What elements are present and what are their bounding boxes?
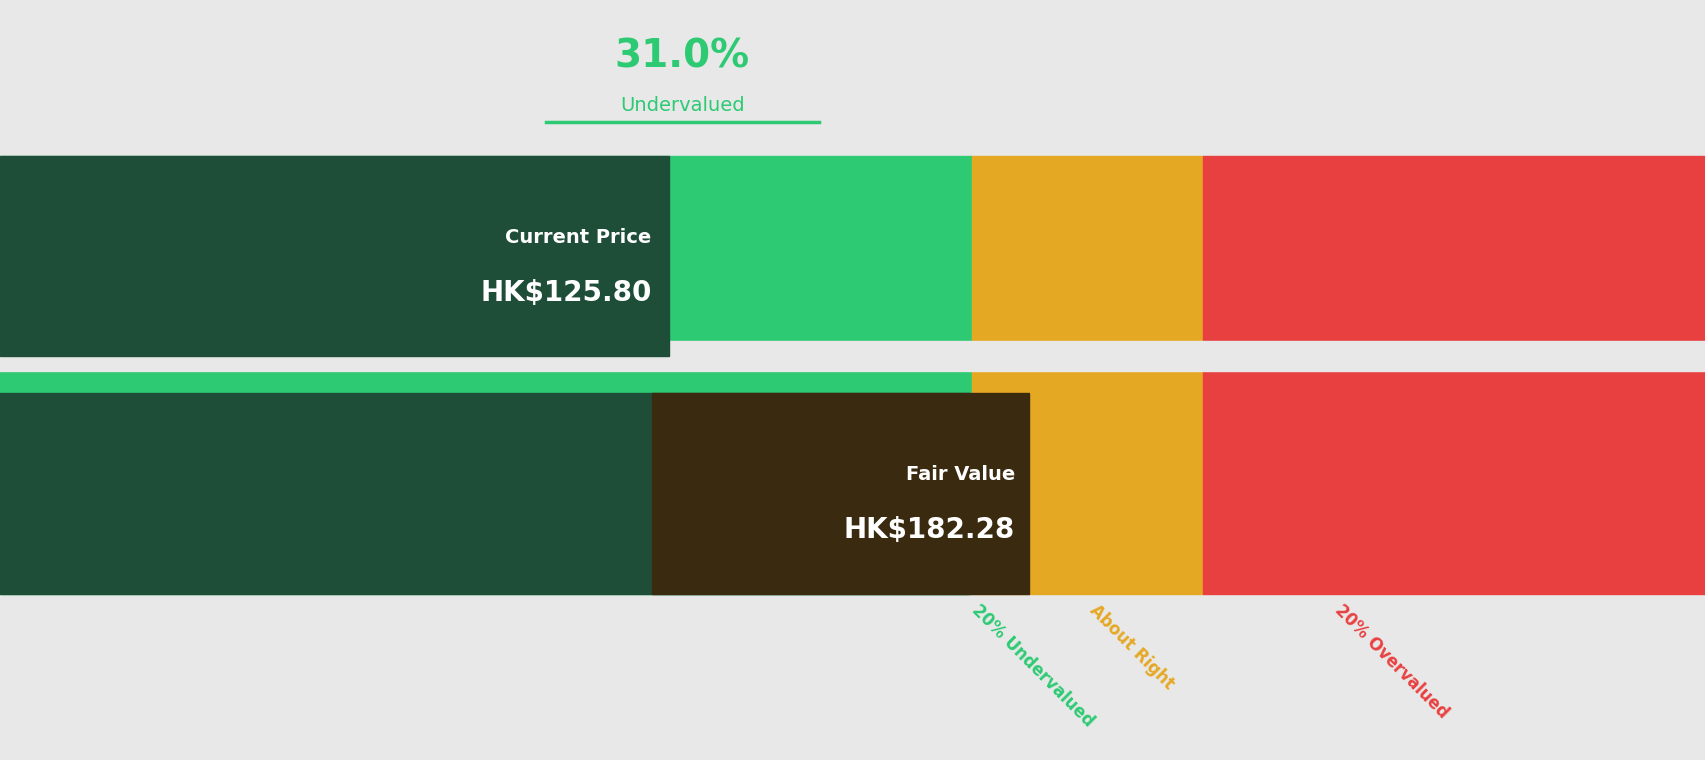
Bar: [1202, 156, 1705, 594]
Text: Current Price: Current Price: [505, 228, 651, 247]
Bar: [651, 393, 1028, 594]
Text: 20% Undervalued: 20% Undervalued: [968, 601, 1096, 730]
Text: HK$182.28: HK$182.28: [844, 517, 1014, 544]
Text: 20% Overvalued: 20% Overvalued: [1330, 601, 1451, 722]
Bar: [972, 156, 1202, 594]
Bar: [0, 156, 668, 356]
Text: Undervalued: Undervalued: [619, 97, 745, 116]
Text: Fair Value: Fair Value: [905, 465, 1014, 484]
Text: HK$125.80: HK$125.80: [481, 279, 651, 307]
Bar: [0, 156, 972, 594]
Bar: [0, 393, 968, 594]
Text: About Right: About Right: [1086, 601, 1178, 692]
Text: 31.0%: 31.0%: [614, 37, 750, 75]
Bar: [0, 341, 1705, 371]
